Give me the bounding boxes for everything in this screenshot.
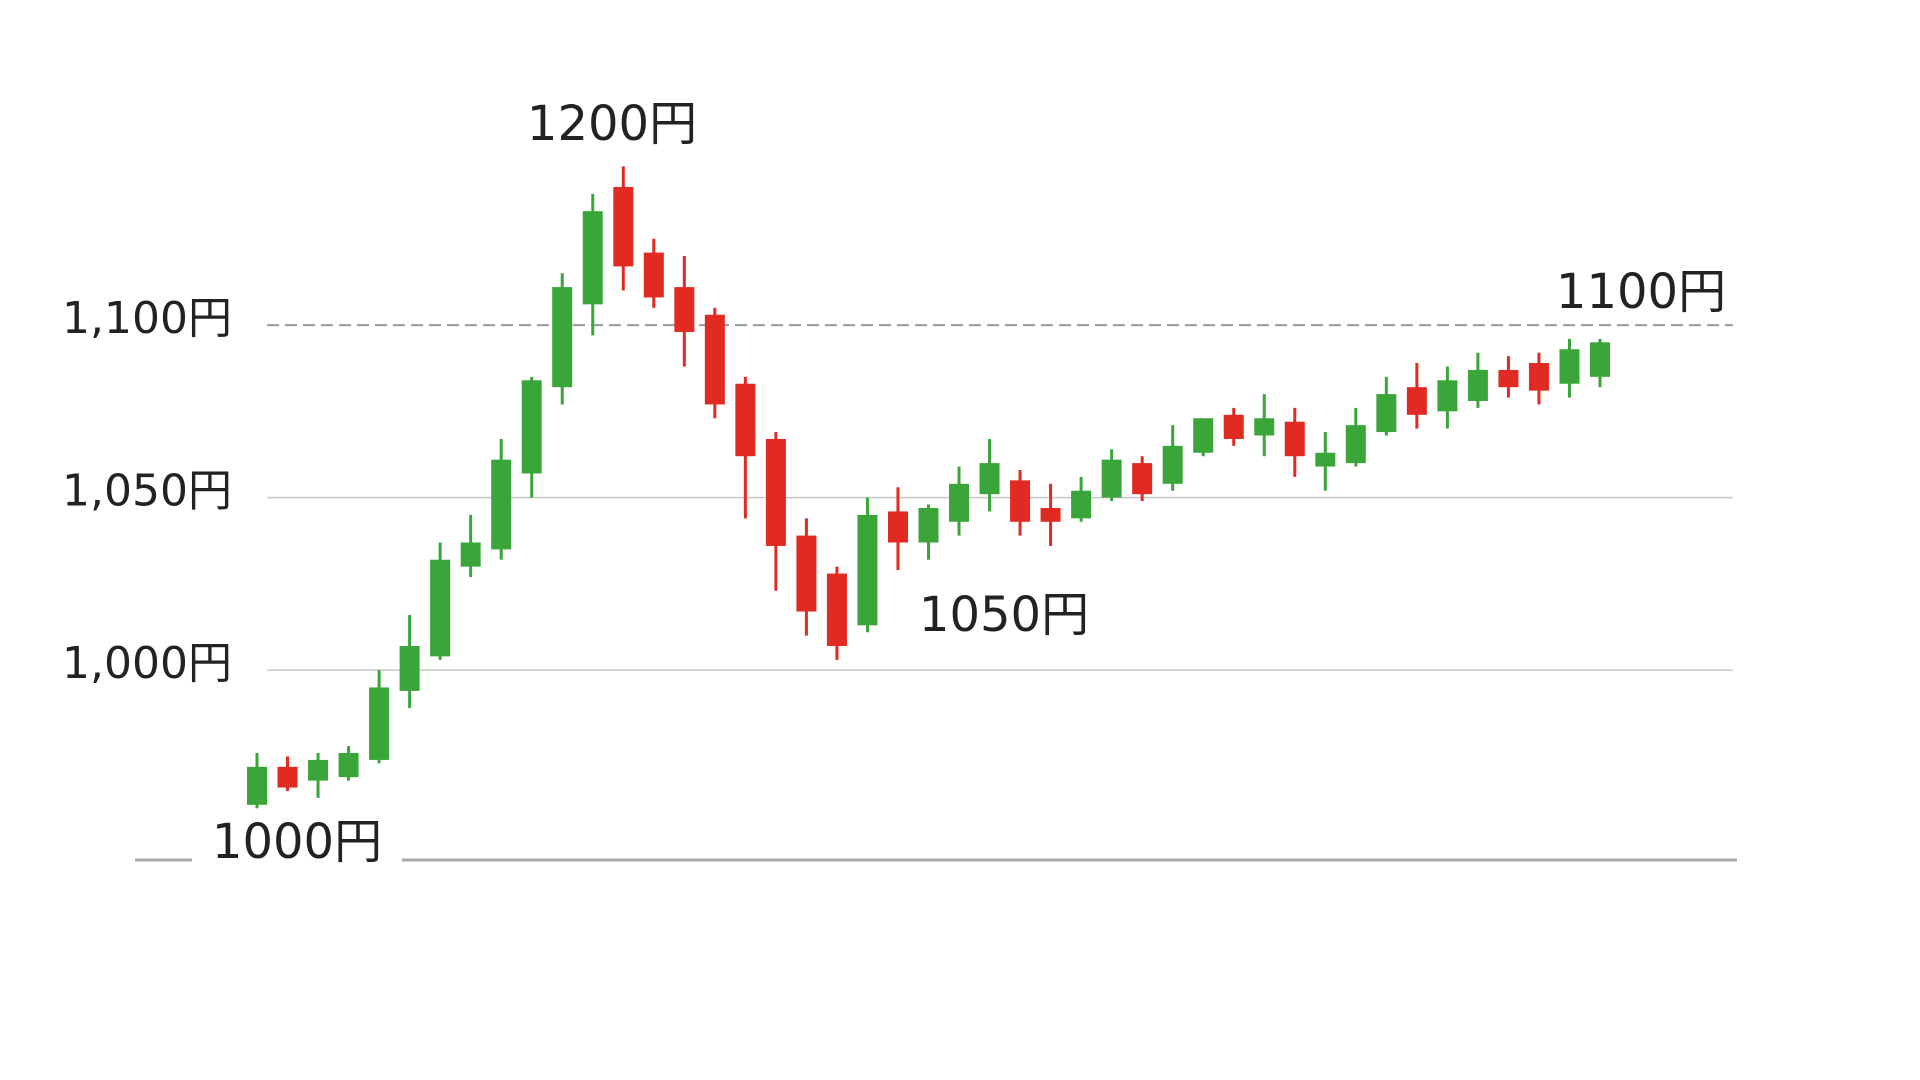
candle-body	[1406, 387, 1427, 415]
candle-body	[1498, 369, 1519, 388]
candle-body	[704, 314, 725, 405]
candle-body	[1071, 490, 1092, 519]
candle-body	[582, 211, 603, 305]
candle-body	[949, 483, 970, 522]
candle-body	[674, 287, 695, 332]
candle-body	[887, 511, 908, 543]
candle-body	[918, 507, 939, 543]
candle-body	[399, 646, 420, 691]
candle-body	[613, 187, 634, 267]
candle-body	[1345, 425, 1366, 464]
candle-body	[1315, 452, 1336, 467]
annotation: 1050円	[919, 587, 1089, 643]
candle-body	[460, 542, 481, 567]
candle-body	[247, 766, 267, 805]
annotation: 1100円	[1556, 264, 1726, 320]
candle-body	[1223, 414, 1244, 439]
candle-body	[1590, 342, 1610, 377]
candle-body	[1559, 349, 1580, 384]
candle-body	[765, 438, 786, 546]
candle-body	[308, 759, 329, 781]
candle-body	[1254, 418, 1275, 436]
candle-body	[430, 559, 451, 657]
candle-body	[491, 459, 512, 550]
candle-body	[643, 252, 664, 298]
y-tick-label: 1,050円	[62, 466, 232, 517]
candle-body	[1040, 507, 1061, 522]
annotation: 1200円	[527, 96, 697, 152]
candle-body	[1437, 380, 1458, 412]
candle-body	[1376, 394, 1397, 433]
candle-body	[521, 380, 542, 474]
candle-body	[1193, 418, 1214, 453]
candle-body	[826, 573, 847, 647]
candle-body	[857, 514, 878, 626]
candle-body	[552, 287, 573, 388]
candle-body	[1162, 445, 1183, 484]
candle-body	[1132, 463, 1153, 495]
candle-body	[1467, 369, 1488, 401]
candle-body	[277, 766, 298, 788]
candle-body	[1101, 459, 1122, 498]
candle-body	[796, 535, 817, 612]
candle-body	[369, 687, 390, 760]
y-tick-label: 1,000円	[62, 638, 232, 689]
annotation: 1000円	[212, 814, 382, 870]
candle-body	[735, 383, 756, 457]
candle-body	[1528, 363, 1549, 391]
candle-body	[979, 463, 1000, 495]
candle-body	[338, 753, 359, 778]
y-tick-label: 1,100円	[62, 293, 232, 344]
candle-body	[1010, 480, 1031, 522]
candle-body	[1284, 421, 1305, 457]
